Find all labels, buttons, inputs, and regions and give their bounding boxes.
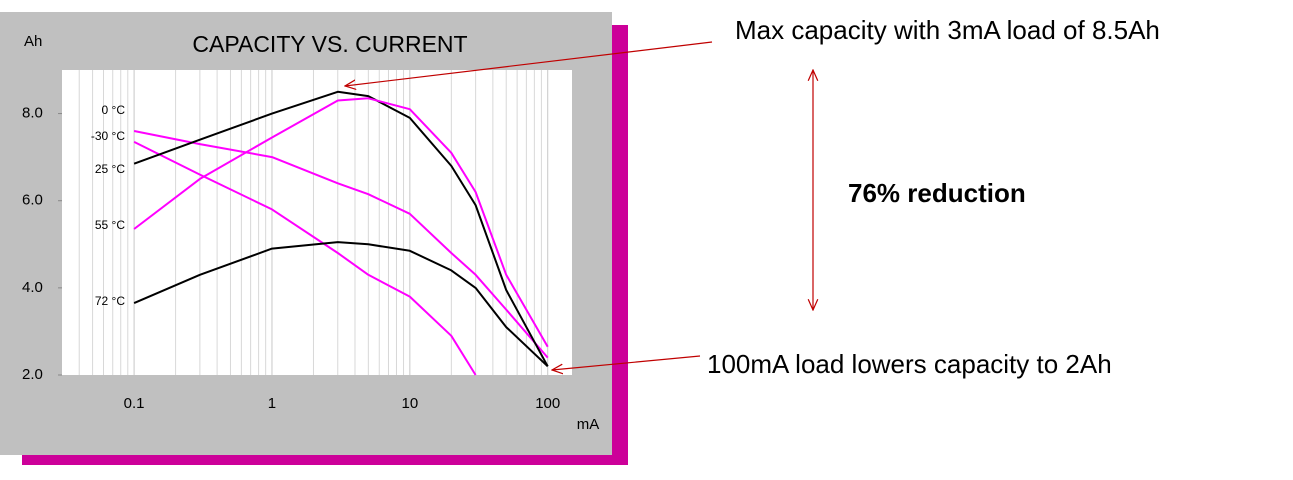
- x-axis-label: mA: [577, 416, 600, 433]
- annotation-arrow: [552, 355, 701, 370]
- y-axis-label: Ah: [24, 33, 42, 50]
- y-tick-label: 2.0: [22, 366, 43, 383]
- series-line: [133, 90, 549, 367]
- x-tick-label: 0.1: [124, 395, 145, 412]
- chart-title: CAPACITY VS. CURRENT: [192, 31, 467, 57]
- series-line: [133, 141, 477, 376]
- annotation: 100mA load lowers capacity to 2Ah: [707, 349, 1112, 379]
- x-tick-label: 100: [535, 395, 560, 412]
- y-tick-label: 8.0: [22, 105, 43, 122]
- annotation: 76% reduction: [848, 178, 1026, 208]
- series-line: [133, 130, 549, 359]
- annotation-arrow: [345, 41, 713, 86]
- x-tick-label: 1: [268, 395, 276, 412]
- series-label: 0 °C: [102, 103, 126, 117]
- series-label: -30 °C: [91, 129, 125, 143]
- series-line: [133, 241, 549, 368]
- series-label: 25 °C: [95, 162, 125, 176]
- x-tick-label: 10: [402, 395, 419, 412]
- series-label: 72 °C: [95, 294, 125, 308]
- series-line: [133, 97, 549, 348]
- series-label: 55 °C: [95, 218, 125, 232]
- y-tick-label: 6.0: [22, 192, 43, 209]
- plot-area: [62, 70, 572, 375]
- y-tick-label: 4.0: [22, 279, 43, 296]
- annotation: Max capacity with 3mA load of 8.5Ah: [735, 15, 1160, 45]
